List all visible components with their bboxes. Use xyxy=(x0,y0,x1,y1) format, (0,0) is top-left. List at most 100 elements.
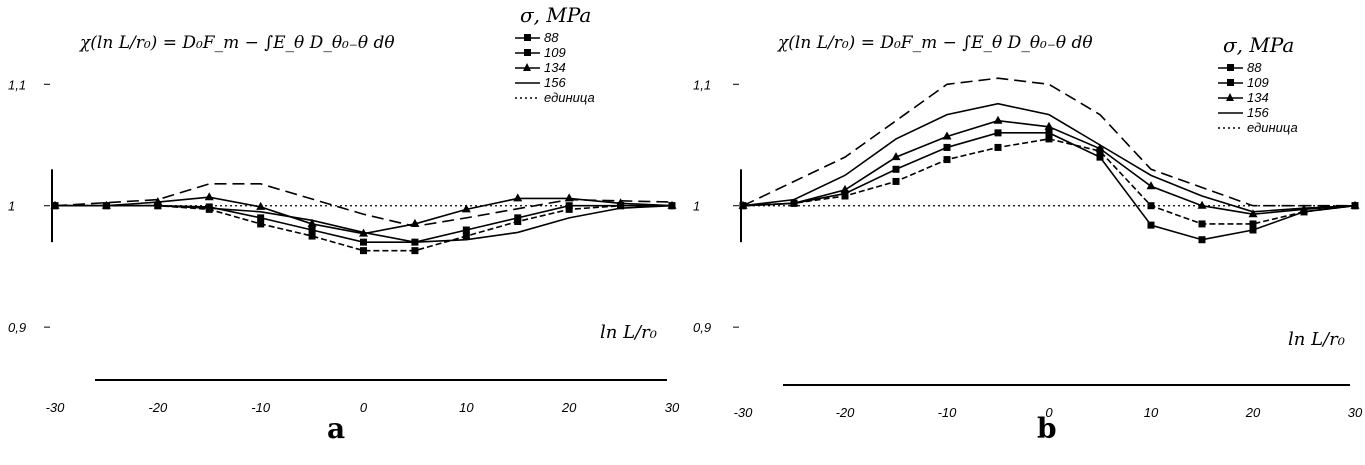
data-point-square xyxy=(205,205,213,213)
data-point-square xyxy=(1096,153,1104,161)
data-point-square xyxy=(257,214,265,222)
data-point-square xyxy=(1198,236,1206,244)
legend-marker-square xyxy=(524,49,531,56)
legend-marker-square xyxy=(1227,79,1234,86)
data-point-triangle xyxy=(789,198,799,207)
series-88 xyxy=(51,202,676,246)
series-156 xyxy=(742,102,1356,213)
x-tick-label: 10 xyxy=(1144,405,1159,420)
legend-entry-label: 109 xyxy=(544,45,566,60)
data-point-triangle xyxy=(50,200,60,209)
data-point-triangle xyxy=(307,218,317,227)
data-point-triangle xyxy=(667,200,677,209)
data-point-square xyxy=(943,143,951,151)
x-tick-label: 20 xyxy=(561,400,577,415)
y-tick-label: 1 xyxy=(693,199,700,214)
panel-label-a: a xyxy=(327,412,346,445)
x-tick-label: 30 xyxy=(665,400,680,415)
data-point-square xyxy=(841,192,849,200)
series-line xyxy=(55,204,672,243)
legend-entry-label: 88 xyxy=(1247,60,1262,75)
formula-text: χ(ln L/r₀) = D₀F_m − ∫E_θ D_θ₀₋θ dθ xyxy=(79,33,395,53)
data-point-triangle xyxy=(101,200,111,209)
data-point-triangle xyxy=(204,192,214,201)
series-line xyxy=(742,102,1356,213)
x-axis-label: ln L/r₀ xyxy=(600,322,657,343)
data-point-square xyxy=(565,202,573,210)
chart-b-svg: -30 -20 -10 0 10 20 30 1,1 1 0,9 χ(ln L/r₀) = D₀F_… xyxy=(693,33,1363,420)
x-tick-label: 0 xyxy=(1045,405,1053,420)
data-point-triangle xyxy=(1197,200,1207,209)
data-point-square xyxy=(462,226,470,234)
x-tick-label: 0 xyxy=(360,400,368,415)
data-point-triangle xyxy=(1350,200,1360,209)
legend-title: σ, MPa xyxy=(520,3,591,27)
x-tick-label: -10 xyxy=(251,400,271,415)
series-line xyxy=(742,132,1356,241)
y-tick-label: 1 xyxy=(8,199,15,214)
data-point-square xyxy=(1249,220,1257,228)
data-point-triangle xyxy=(840,184,850,193)
data-point-square xyxy=(308,226,316,234)
x-tick-label: 10 xyxy=(459,400,474,415)
series-134 xyxy=(738,115,1360,218)
data-point-square xyxy=(1249,226,1257,234)
y-tick-label: 1,1 xyxy=(8,77,26,92)
series-88 xyxy=(739,129,1359,244)
data-point-triangle xyxy=(153,197,163,206)
extra-dashed-curve xyxy=(54,183,673,228)
y-tick-label: 1,1 xyxy=(693,77,711,92)
data-point-square xyxy=(514,218,522,225)
data-point-square xyxy=(994,129,1002,137)
legend-entry-label: 156 xyxy=(1247,105,1269,120)
data-point-square xyxy=(514,214,522,222)
data-point-triangle xyxy=(461,204,471,213)
data-point-square xyxy=(1045,135,1053,143)
data-point-square xyxy=(360,238,367,246)
legend-entry-label: единица xyxy=(544,90,595,105)
x-axis-label: ln L/r₀ xyxy=(1288,329,1345,350)
legend-entry-label: единица xyxy=(1247,120,1298,135)
panel-label-b: b xyxy=(1037,412,1057,445)
chart-panel-b: -30 -20 -10 0 10 20 30 1,1 1 0,9 χ(ln L/r₀) = D₀F_… xyxy=(683,0,1365,465)
legend-marker-square xyxy=(1227,64,1234,71)
data-point-triangle xyxy=(891,152,901,161)
data-point-square xyxy=(1045,129,1053,137)
data-point-square xyxy=(257,220,265,228)
legend-marker-square xyxy=(524,34,531,41)
x-tick-label: -20 xyxy=(148,400,168,415)
x-tick-label: 30 xyxy=(1348,405,1363,420)
chart-panel-a: -30 -20 -10 0 10 20 30 1,1 1 0,9 χ(ln L/r₀) = D₀F_… xyxy=(8,3,680,445)
data-point-square xyxy=(308,232,316,240)
y-tick-label: 0,9 xyxy=(693,320,711,335)
legend-entry-label: 88 xyxy=(544,30,559,45)
data-point-triangle xyxy=(1095,143,1105,152)
legend-entry-label: 134 xyxy=(1247,90,1269,105)
chart-a-svg: -30 -20 -10 0 10 20 30 1,1 1 0,9 χ(ln L/r₀) = D₀F_… xyxy=(8,3,680,415)
series-134 xyxy=(50,192,677,237)
x-tick-label: -30 xyxy=(734,405,754,420)
formula-text: χ(ln L/r₀) = D₀F_m − ∫E_θ D_θ₀₋θ dθ xyxy=(777,33,1093,53)
legend-marker-triangle xyxy=(1226,93,1234,101)
data-point-square xyxy=(943,156,951,164)
data-point-triangle xyxy=(564,193,574,202)
legend-marker-triangle xyxy=(523,63,531,71)
x-tick-label: -20 xyxy=(836,405,856,420)
data-point-square xyxy=(1147,221,1155,229)
data-point-triangle xyxy=(1248,209,1258,218)
data-point-square xyxy=(892,177,900,185)
series-156 xyxy=(55,204,673,243)
data-point-triangle xyxy=(1146,181,1156,190)
data-point-triangle xyxy=(410,218,420,227)
series-109 xyxy=(51,202,676,255)
legend-title: σ, MPa xyxy=(1223,33,1294,57)
y-tick-label: 0,9 xyxy=(8,320,26,335)
data-point-triangle xyxy=(993,115,1003,124)
x-tick-label: -10 xyxy=(938,405,958,420)
legend-entry-label: 134 xyxy=(544,60,566,75)
data-point-square xyxy=(994,143,1002,151)
data-point-square xyxy=(892,165,900,173)
data-point-triangle xyxy=(942,131,952,140)
